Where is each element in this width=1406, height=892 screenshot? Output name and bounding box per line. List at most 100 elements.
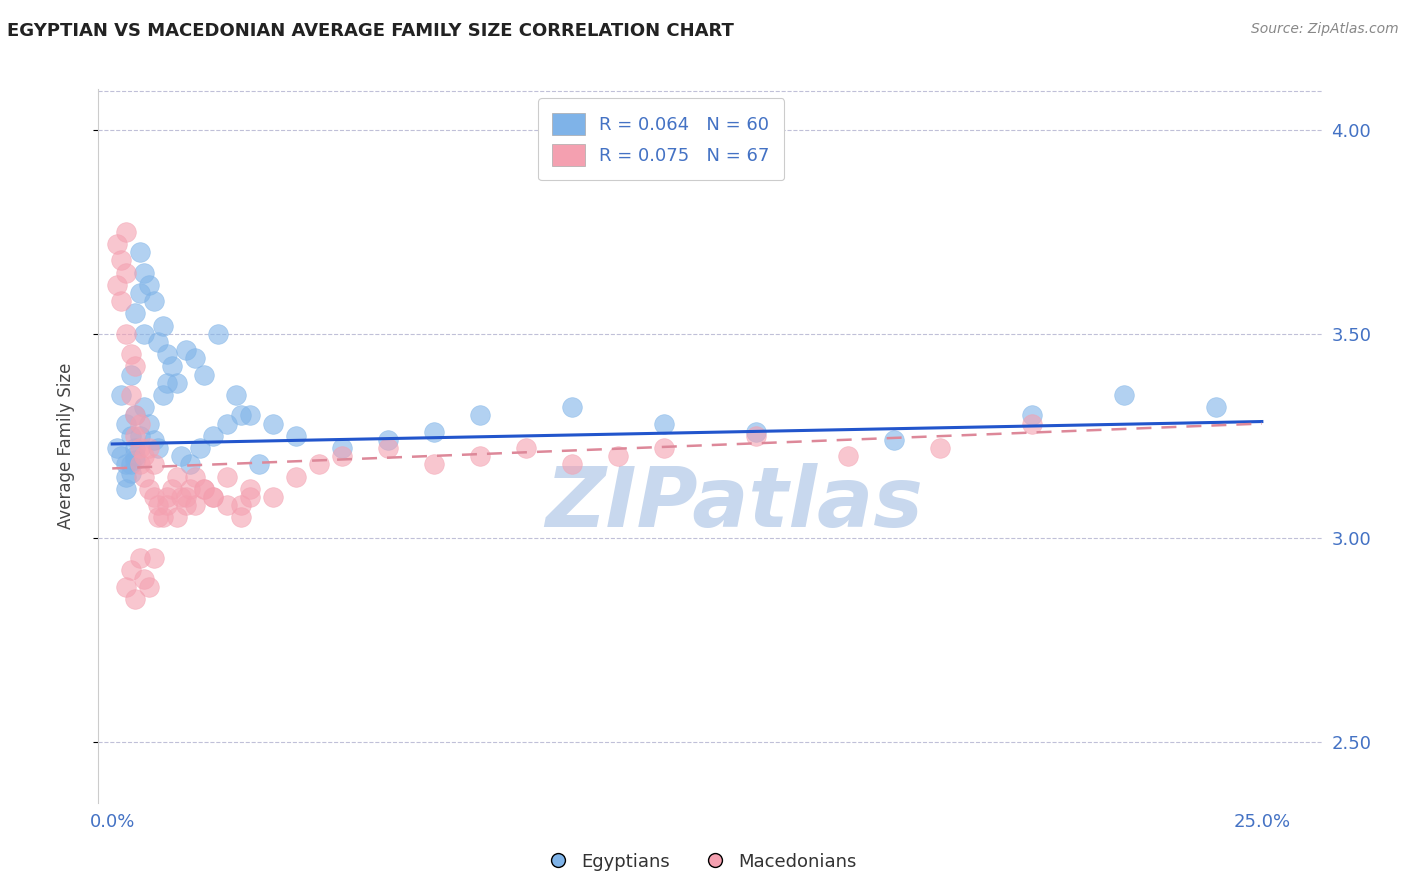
Point bbox=[152, 318, 174, 333]
Point bbox=[110, 294, 132, 309]
Point bbox=[115, 225, 138, 239]
Point bbox=[193, 482, 215, 496]
Point bbox=[174, 490, 197, 504]
Point bbox=[134, 449, 156, 463]
Point bbox=[468, 409, 491, 423]
Point bbox=[184, 469, 207, 483]
Point bbox=[148, 441, 170, 455]
Point bbox=[156, 498, 179, 512]
Point bbox=[134, 469, 156, 483]
Point bbox=[120, 458, 142, 472]
Point bbox=[929, 441, 952, 455]
Point bbox=[115, 458, 138, 472]
Point bbox=[124, 441, 146, 455]
Point bbox=[179, 482, 201, 496]
Point bbox=[1021, 417, 1043, 431]
Point bbox=[207, 326, 229, 341]
Point bbox=[115, 417, 138, 431]
Point bbox=[134, 266, 156, 280]
Legend: Egyptians, Macedonians: Egyptians, Macedonians bbox=[541, 846, 865, 879]
Point bbox=[1021, 409, 1043, 423]
Point bbox=[120, 466, 142, 480]
Point bbox=[120, 347, 142, 361]
Point bbox=[166, 469, 188, 483]
Point bbox=[115, 469, 138, 483]
Point bbox=[170, 490, 193, 504]
Point bbox=[110, 253, 132, 268]
Point bbox=[138, 580, 160, 594]
Point bbox=[170, 449, 193, 463]
Point bbox=[105, 441, 128, 455]
Point bbox=[837, 449, 859, 463]
Point bbox=[138, 277, 160, 292]
Point bbox=[377, 433, 399, 447]
Point bbox=[120, 563, 142, 577]
Point bbox=[124, 409, 146, 423]
Point bbox=[152, 388, 174, 402]
Point bbox=[166, 510, 188, 524]
Point bbox=[239, 409, 262, 423]
Point bbox=[229, 409, 252, 423]
Point bbox=[128, 458, 150, 472]
Point bbox=[110, 388, 132, 402]
Point bbox=[217, 417, 239, 431]
Point bbox=[1205, 401, 1227, 415]
Text: Source: ZipAtlas.com: Source: ZipAtlas.com bbox=[1251, 22, 1399, 37]
Point bbox=[142, 490, 165, 504]
Point bbox=[515, 441, 537, 455]
Point bbox=[202, 490, 225, 504]
Point bbox=[124, 409, 146, 423]
Point bbox=[120, 429, 142, 443]
Point bbox=[134, 326, 156, 341]
Point bbox=[142, 551, 165, 566]
Point bbox=[285, 469, 308, 483]
Point bbox=[468, 449, 491, 463]
Point bbox=[247, 458, 270, 472]
Point bbox=[166, 376, 188, 390]
Y-axis label: Average Family Size: Average Family Size bbox=[56, 363, 75, 529]
Point bbox=[128, 429, 150, 443]
Point bbox=[174, 498, 197, 512]
Point bbox=[156, 347, 179, 361]
Legend: R = 0.064   N = 60, R = 0.075   N = 67: R = 0.064 N = 60, R = 0.075 N = 67 bbox=[538, 98, 785, 180]
Point bbox=[148, 498, 170, 512]
Point bbox=[561, 401, 583, 415]
Point bbox=[138, 441, 160, 455]
Point bbox=[128, 286, 150, 301]
Point bbox=[115, 326, 138, 341]
Point bbox=[193, 368, 215, 382]
Point bbox=[217, 469, 239, 483]
Point bbox=[262, 417, 284, 431]
Point bbox=[285, 429, 308, 443]
Point bbox=[652, 417, 675, 431]
Point bbox=[124, 449, 146, 463]
Point bbox=[138, 417, 160, 431]
Point bbox=[217, 498, 239, 512]
Point bbox=[134, 401, 156, 415]
Point bbox=[160, 359, 183, 374]
Point bbox=[105, 277, 128, 292]
Point bbox=[745, 425, 768, 439]
Point bbox=[202, 429, 225, 443]
Point bbox=[188, 441, 211, 455]
Point bbox=[652, 441, 675, 455]
Point bbox=[128, 245, 150, 260]
Point bbox=[148, 334, 170, 349]
Point bbox=[128, 551, 150, 566]
Point bbox=[883, 433, 905, 447]
Point bbox=[160, 482, 183, 496]
Point bbox=[124, 306, 146, 320]
Point bbox=[110, 449, 132, 463]
Point bbox=[124, 591, 146, 606]
Point bbox=[128, 441, 150, 455]
Point bbox=[174, 343, 197, 358]
Point bbox=[561, 458, 583, 472]
Text: EGYPTIAN VS MACEDONIAN AVERAGE FAMILY SIZE CORRELATION CHART: EGYPTIAN VS MACEDONIAN AVERAGE FAMILY SI… bbox=[7, 22, 734, 40]
Point bbox=[423, 458, 446, 472]
Point bbox=[1112, 388, 1135, 402]
Point bbox=[745, 429, 768, 443]
Point bbox=[152, 510, 174, 524]
Text: ZIPatlas: ZIPatlas bbox=[546, 463, 924, 543]
Point bbox=[229, 498, 252, 512]
Point bbox=[105, 237, 128, 252]
